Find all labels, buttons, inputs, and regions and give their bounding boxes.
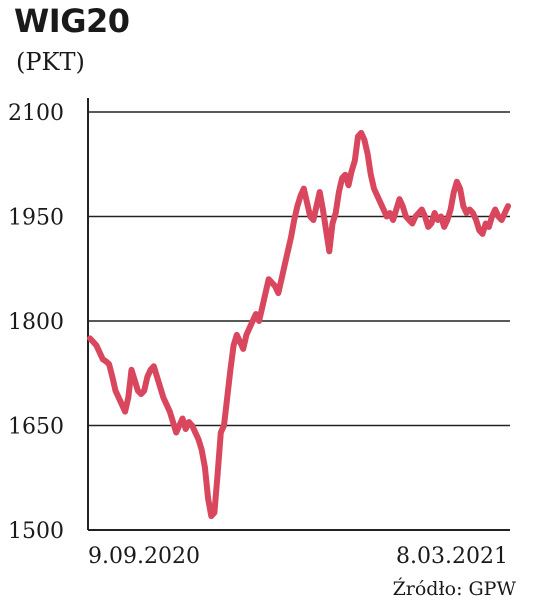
y-tick-label: 1500 bbox=[8, 519, 64, 544]
x-tick-labels: 9.09.2020 8.03.2021 bbox=[88, 544, 508, 569]
axes bbox=[87, 98, 510, 531]
y-tick-label: 2100 bbox=[8, 101, 64, 126]
series-line bbox=[87, 129, 511, 520]
series-layer bbox=[87, 129, 511, 520]
y-tick-labels: 1500 1650 1800 1950 2100 bbox=[8, 101, 64, 544]
x-tick-label-start: 9.09.2020 bbox=[88, 544, 200, 569]
y-tick-label: 1650 bbox=[8, 415, 64, 440]
y-tick-label: 1800 bbox=[8, 310, 64, 335]
y-tick-label: 1950 bbox=[8, 206, 64, 231]
x-tick-label-end: 8.03.2021 bbox=[396, 544, 508, 569]
chart-subtitle: (PKT) bbox=[16, 48, 85, 76]
source-note: Źródło: GPW bbox=[392, 578, 516, 600]
chart-title: WIG20 bbox=[14, 2, 130, 40]
grid-lines bbox=[88, 111, 510, 427]
